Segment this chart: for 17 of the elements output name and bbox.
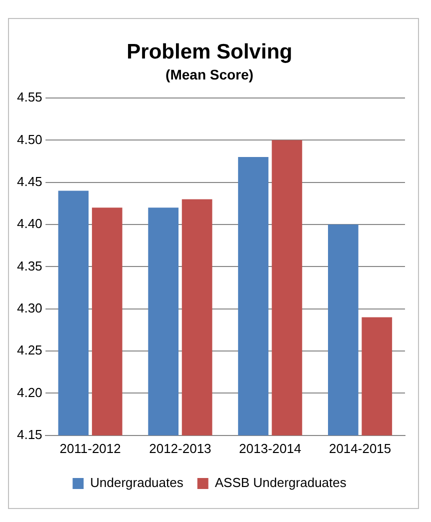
x-tick-label: 2013-2014 xyxy=(239,440,302,456)
chart-subtitle: (Mean Score) xyxy=(166,66,254,82)
x-tick-label: 2011-2012 xyxy=(60,440,121,456)
y-tick-label: 4.45 xyxy=(16,174,42,189)
y-tick-label: 4.25 xyxy=(16,342,42,358)
y-tick-label: 4.30 xyxy=(16,300,42,316)
legend-label: ASSB Undergraduates xyxy=(214,475,347,490)
x-tick-label: 2012-2013 xyxy=(149,440,212,456)
y-tick-label: 4.15 xyxy=(16,426,42,442)
y-tick-label: 4.20 xyxy=(16,384,42,400)
x-tick-label: 2014-2015 xyxy=(328,440,392,456)
legend-label: Undergraduates xyxy=(90,475,184,490)
y-tick-label: 4.35 xyxy=(16,258,42,274)
y-tick-label: 4.55 xyxy=(16,90,42,105)
y-tick-label: 4.40 xyxy=(16,216,42,232)
chart-title: Problem Solving xyxy=(126,40,292,64)
y-tick-label: 4.50 xyxy=(16,132,42,147)
